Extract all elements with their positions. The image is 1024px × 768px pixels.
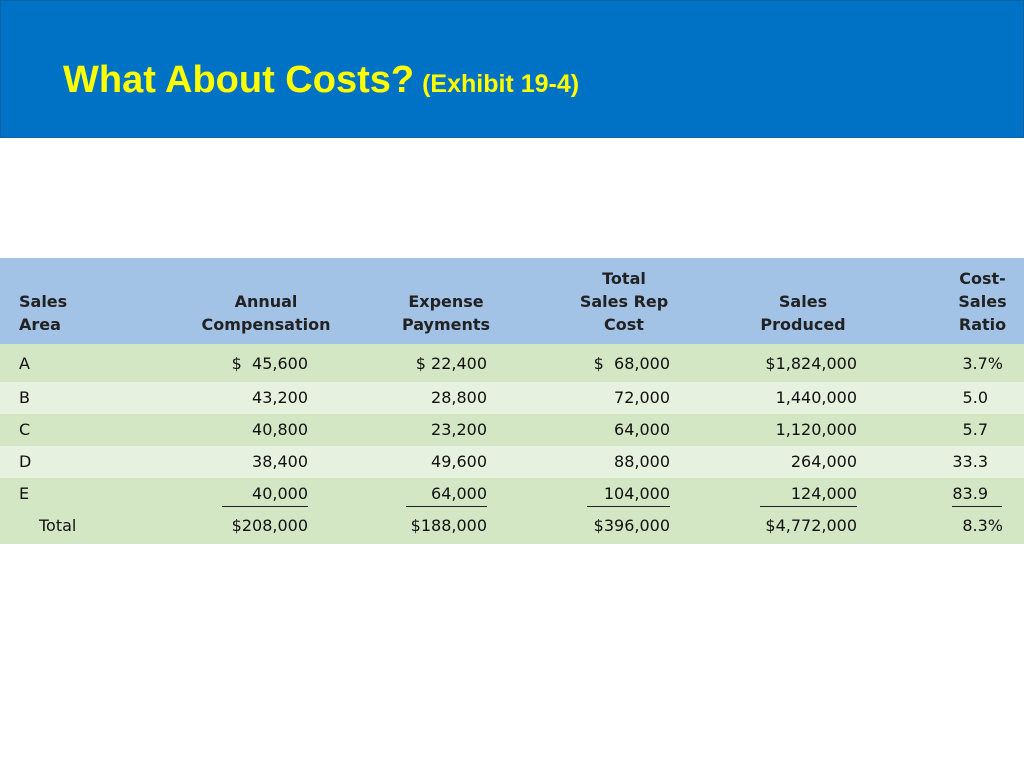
cell-area-total: Total <box>39 516 77 535</box>
subtotal-underline <box>222 506 308 507</box>
slide-title-main: What About Costs? <box>63 59 415 101</box>
cell-total-cost: 104,000 <box>603 484 670 503</box>
table-row: D 38,400 49,600 88,000 264,000 33.3 <box>0 446 1024 478</box>
slide-title: What About Costs? (Exhibit 19-4) <box>63 59 579 102</box>
cell-ratio: 5.0 <box>962 388 988 407</box>
cell-expense: 23,200 <box>431 420 487 439</box>
cell-area: E <box>19 484 30 503</box>
cell-area: B <box>19 388 30 407</box>
slide-title-exhibit: (Exhibit 19-4) <box>422 70 580 98</box>
cell-expense: $ 22,400 <box>415 354 487 373</box>
cell-ratio-total: 8.3% <box>962 516 1003 535</box>
cell-sales: $1,824,000 <box>765 354 857 373</box>
header-total-sales-rep-cost: Total Sales Rep Cost <box>579 269 669 334</box>
cell-ratio: 5.7 <box>962 420 988 439</box>
cell-expense: 28,800 <box>431 388 487 407</box>
subtotal-underline <box>406 506 487 507</box>
header-expense-payments: Expense Payments <box>401 292 491 334</box>
header-sales-produced: Sales Produced <box>760 292 846 334</box>
cell-sales: 264,000 <box>790 452 857 471</box>
cell-expense-total: $188,000 <box>410 516 487 535</box>
cell-total-cost: $ 68,000 <box>593 354 670 373</box>
cell-area: D <box>19 452 32 471</box>
cell-ratio: 3.7% <box>962 354 1003 373</box>
slide-header: What About Costs? (Exhibit 19-4) <box>0 0 1024 138</box>
header-cost-sales-ratio: Cost- Sales Ratio <box>958 269 1007 334</box>
table-row: E 40,000 64,000 104,000 124,000 83.9 <box>0 478 1024 510</box>
cell-compensation: 40,000 <box>252 484 308 503</box>
cell-compensation-total: $208,000 <box>231 516 308 535</box>
table-row: C 40,800 23,200 64,000 1,120,000 5.7 <box>0 414 1024 446</box>
table-row: B 43,200 28,800 72,000 1,440,000 5.0 <box>0 382 1024 414</box>
table-row: A $ 45,600 $ 22,400 $ 68,000 $1,824,000 … <box>0 344 1024 382</box>
cell-expense: 49,600 <box>431 452 487 471</box>
header-annual-compensation: Annual Compensation <box>201 292 331 334</box>
subtotal-underline <box>952 506 1002 507</box>
cell-sales: 1,440,000 <box>775 388 857 407</box>
cell-expense: 64,000 <box>431 484 487 503</box>
table-header: Sales Area Annual Compensation Expense P… <box>0 258 1024 344</box>
cell-sales: 124,000 <box>790 484 857 503</box>
table-total-row: Total $208,000 $188,000 $396,000 $4,772,… <box>0 510 1024 544</box>
cell-ratio: 33.3 <box>952 452 988 471</box>
exhibit-table: Sales Area Annual Compensation Expense P… <box>0 258 1024 544</box>
cell-compensation: 40,800 <box>252 420 308 439</box>
cell-total-cost-total: $396,000 <box>593 516 670 535</box>
cell-total-cost: 72,000 <box>614 388 670 407</box>
cell-area: C <box>19 420 31 439</box>
cell-total-cost: 64,000 <box>614 420 670 439</box>
subtotal-underline <box>760 506 857 507</box>
cell-sales: 1,120,000 <box>775 420 857 439</box>
subtotal-underline <box>587 506 670 507</box>
cell-compensation: 38,400 <box>252 452 308 471</box>
cell-sales-total: $4,772,000 <box>765 516 857 535</box>
cell-ratio: 83.9 <box>952 484 988 503</box>
header-sales-area: Sales Area <box>19 292 68 334</box>
cell-compensation: 43,200 <box>252 388 308 407</box>
cell-total-cost: 88,000 <box>614 452 670 471</box>
cell-compensation: $ 45,600 <box>231 354 308 373</box>
cell-area: A <box>19 354 30 373</box>
